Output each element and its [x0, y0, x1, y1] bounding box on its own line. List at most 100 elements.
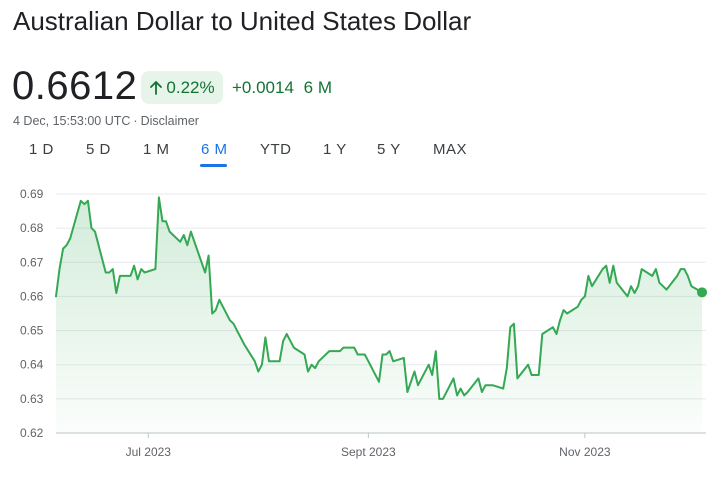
tab-1d[interactable]: 1 D — [29, 141, 54, 158]
y-tick-label: 0.67 — [20, 255, 44, 269]
data-point — [328, 350, 330, 352]
data-point — [364, 354, 366, 356]
data-point — [69, 237, 71, 239]
data-point — [108, 272, 110, 274]
data-point — [87, 200, 89, 202]
data-point — [314, 367, 316, 369]
data-point — [616, 282, 618, 284]
current-value-dot — [697, 287, 707, 298]
data-point — [403, 357, 405, 359]
data-point — [658, 282, 660, 284]
data-point — [527, 364, 529, 366]
data-point — [293, 347, 295, 349]
active-tab-underline — [200, 164, 227, 167]
data-point — [467, 391, 469, 393]
data-point — [477, 377, 479, 379]
data-point — [130, 275, 132, 277]
data-point — [509, 326, 511, 328]
y-tick-label: 0.64 — [20, 358, 44, 372]
data-point — [66, 244, 68, 246]
data-point — [80, 200, 82, 202]
tab-5y[interactable]: 5 Y — [377, 141, 401, 158]
data-point — [367, 360, 369, 362]
tab-max[interactable]: MAX — [433, 141, 468, 158]
data-point — [577, 306, 579, 308]
data-point — [62, 248, 64, 250]
data-point — [690, 285, 692, 287]
data-point — [112, 268, 114, 270]
data-point — [552, 326, 554, 328]
data-point — [179, 241, 181, 243]
data-point — [144, 272, 146, 274]
timestamp: 4 Dec, 15:53:00 UTC — [13, 114, 131, 128]
data-point — [651, 275, 653, 277]
data-point — [190, 231, 192, 233]
data-point — [94, 231, 96, 233]
data-point — [169, 231, 171, 233]
absolute-change-value: +0.0014 — [232, 78, 294, 97]
series-area — [56, 197, 702, 433]
data-point — [332, 350, 334, 352]
x-tick-label: Nov 2023 — [559, 445, 611, 459]
data-point — [286, 333, 288, 335]
tab-6m[interactable]: 6 M — [201, 141, 228, 158]
data-point — [438, 398, 440, 400]
data-point — [304, 354, 306, 356]
y-tick-label: 0.65 — [20, 324, 44, 338]
data-point — [630, 285, 632, 287]
data-point — [264, 336, 266, 338]
separator: · — [133, 114, 138, 128]
data-point — [587, 275, 589, 277]
data-point — [683, 268, 685, 270]
tab-5d[interactable]: 5 D — [86, 141, 111, 158]
data-point — [414, 371, 416, 373]
data-point — [154, 268, 156, 270]
data-point — [531, 374, 533, 376]
data-point — [378, 381, 380, 383]
disclaimer-link[interactable]: Disclaimer — [140, 114, 199, 128]
data-point — [91, 227, 93, 229]
data-point — [55, 295, 57, 297]
absolute-change: +0.0014 6 M — [232, 78, 332, 98]
page-title: Australian Dollar to United States Dolla… — [13, 6, 472, 36]
data-point — [382, 354, 384, 356]
data-point — [311, 364, 313, 366]
data-point — [580, 299, 582, 301]
price-chart-svg[interactable]: 0.62 0.63 0.64 0.65 0.66 0.67 0.68 0.69 Jul 2023… — [0, 175, 716, 479]
tab-1y[interactable]: 1 Y — [323, 141, 347, 158]
data-point — [605, 265, 607, 267]
data-point — [158, 196, 160, 198]
timestamp-line: 4 Dec, 15:53:00 UTC · Disclaimer — [13, 114, 199, 128]
data-point — [133, 265, 135, 267]
data-point — [609, 282, 611, 284]
y-tick-label: 0.63 — [20, 392, 44, 406]
data-point — [137, 278, 139, 280]
data-point — [335, 350, 337, 352]
data-point — [162, 220, 164, 222]
data-point — [215, 309, 217, 311]
data-point — [513, 323, 515, 325]
tab-ytd[interactable]: YTD — [260, 141, 292, 158]
data-point — [435, 350, 437, 352]
data-point — [389, 350, 391, 352]
data-point — [534, 374, 536, 376]
data-point — [655, 268, 657, 270]
data-point — [563, 309, 565, 311]
data-point — [360, 354, 362, 356]
data-point — [357, 354, 359, 356]
data-point — [662, 285, 664, 287]
data-point — [339, 350, 341, 352]
data-point — [105, 272, 107, 274]
data-point — [318, 360, 320, 362]
price-chart[interactable]: 0.62 0.63 0.64 0.65 0.66 0.67 0.68 0.69 Jul 2023… — [0, 175, 716, 479]
tab-1m[interactable]: 1 M — [143, 141, 170, 158]
data-point — [257, 371, 259, 373]
data-point — [410, 381, 412, 383]
data-point — [392, 360, 394, 362]
data-point — [59, 268, 61, 270]
data-point — [417, 384, 419, 386]
current-price: 0.6612 — [12, 64, 138, 108]
data-point — [193, 241, 195, 243]
change-period: 6 M — [303, 78, 333, 97]
data-point — [261, 364, 263, 366]
